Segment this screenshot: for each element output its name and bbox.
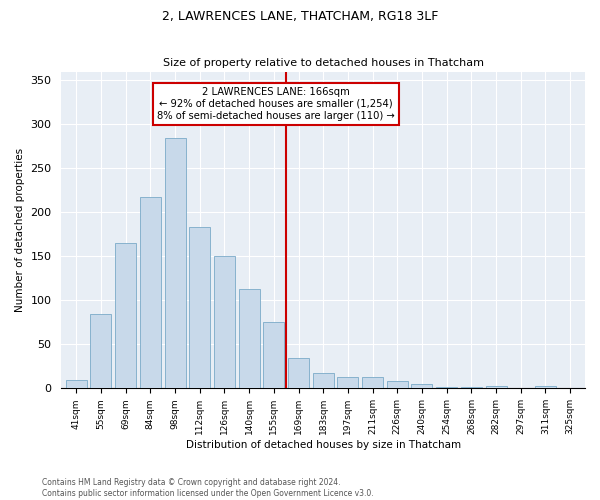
Bar <box>189 228 210 388</box>
Bar <box>412 384 433 388</box>
Bar <box>239 289 260 388</box>
Title: Size of property relative to detached houses in Thatcham: Size of property relative to detached ho… <box>163 58 484 68</box>
Bar <box>362 377 383 388</box>
Bar <box>66 380 87 388</box>
Bar <box>535 386 556 388</box>
X-axis label: Distribution of detached houses by size in Thatcham: Distribution of detached houses by size … <box>185 440 461 450</box>
Bar <box>214 256 235 388</box>
Bar <box>91 314 112 388</box>
Bar <box>337 377 358 388</box>
Bar <box>115 243 136 388</box>
Bar <box>288 358 309 388</box>
Bar <box>263 322 284 388</box>
Bar <box>313 372 334 388</box>
Bar <box>387 382 408 388</box>
Text: 2, LAWRENCES LANE, THATCHAM, RG18 3LF: 2, LAWRENCES LANE, THATCHAM, RG18 3LF <box>162 10 438 23</box>
Text: 2 LAWRENCES LANE: 166sqm
← 92% of detached houses are smaller (1,254)
8% of semi: 2 LAWRENCES LANE: 166sqm ← 92% of detach… <box>157 88 395 120</box>
Y-axis label: Number of detached properties: Number of detached properties <box>15 148 25 312</box>
Bar <box>140 196 161 388</box>
Text: Contains HM Land Registry data © Crown copyright and database right 2024.
Contai: Contains HM Land Registry data © Crown c… <box>42 478 374 498</box>
Bar <box>164 138 185 388</box>
Bar <box>485 386 506 388</box>
